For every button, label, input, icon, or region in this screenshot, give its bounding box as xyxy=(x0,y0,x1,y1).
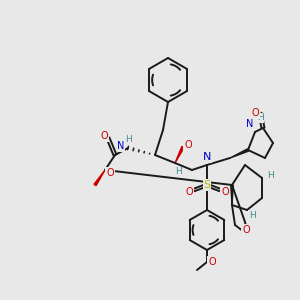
Text: N: N xyxy=(117,141,125,151)
Text: O: O xyxy=(251,108,259,118)
Text: O: O xyxy=(106,168,114,178)
Polygon shape xyxy=(231,185,233,205)
Text: H: H xyxy=(267,170,273,179)
Text: O: O xyxy=(100,131,108,141)
Text: O: O xyxy=(184,140,192,150)
Text: O: O xyxy=(221,187,229,197)
Text: N: N xyxy=(203,152,211,162)
Polygon shape xyxy=(175,146,184,163)
Text: O: O xyxy=(208,257,216,267)
Text: O: O xyxy=(242,225,250,235)
Text: O: O xyxy=(185,187,193,197)
Text: H: H xyxy=(256,113,263,122)
Polygon shape xyxy=(94,170,105,186)
Text: H: H xyxy=(126,134,132,143)
Text: S: S xyxy=(203,180,211,190)
Text: N: N xyxy=(246,119,254,129)
Polygon shape xyxy=(230,149,248,158)
Text: H: H xyxy=(175,167,182,176)
Text: H: H xyxy=(249,211,255,220)
